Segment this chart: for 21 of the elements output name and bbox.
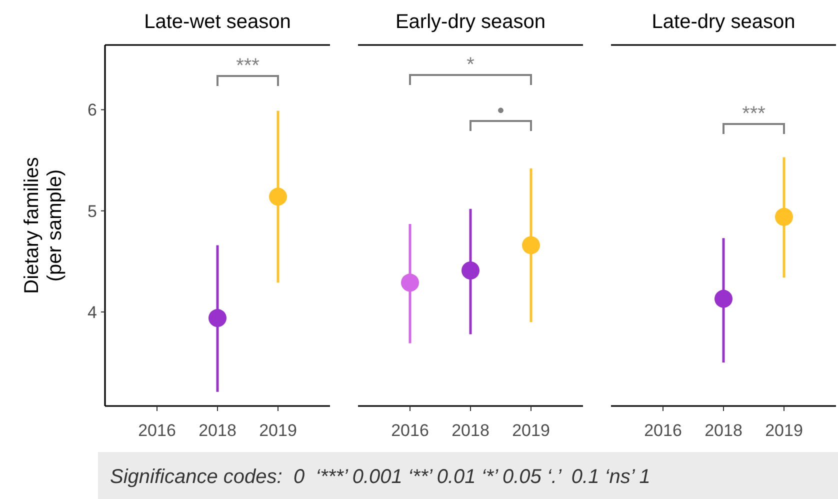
x-tick-label: 2019 — [765, 421, 803, 440]
x-tick-label: 2016 — [391, 421, 429, 440]
text: Significance codes: 0 ‘***’ 0.001 ‘**’ 0.01 ‘*’ 0.05 ‘.’ 0.1 ‘ns’ 1 — [110, 466, 650, 488]
y-tick-label: 4 — [88, 302, 97, 322]
chart-title: Late-dry season — [652, 11, 796, 33]
x-tick-label: 2019 — [512, 421, 550, 440]
y-tick-label: 5 — [88, 202, 97, 221]
chart-title: Early-dry season — [395, 11, 546, 33]
annotation: *** — [742, 103, 766, 125]
x-tick-label: 2018 — [704, 421, 742, 440]
y-tick-label: 6 — [88, 100, 97, 120]
x-tick-label: 2018 — [452, 421, 490, 440]
annotation: *** — [236, 55, 260, 77]
annotation: * — [466, 54, 475, 76]
annotation: • — [497, 100, 504, 122]
x-tick-label: 2016 — [138, 421, 176, 440]
x-tick-label: 2019 — [259, 421, 297, 440]
x-tick-label: 2016 — [644, 421, 682, 440]
y-axis-title: Dietary families (per sample) — [21, 157, 66, 294]
chart-title: Late-wet season — [144, 11, 291, 33]
x-tick-label: 2018 — [198, 421, 236, 440]
